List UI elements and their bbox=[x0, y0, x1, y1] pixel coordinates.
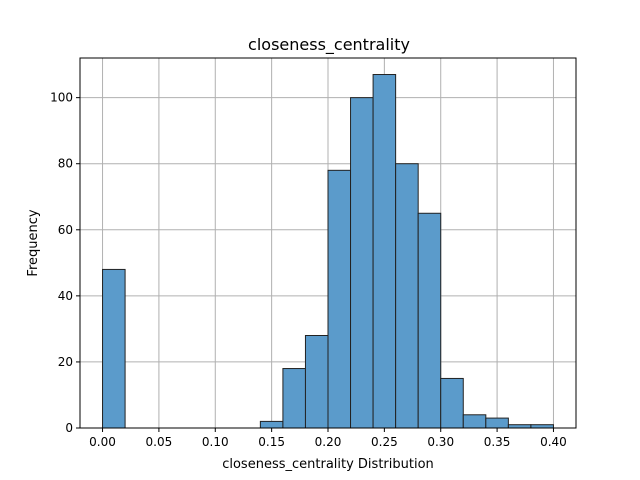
y-tick-label: 80 bbox=[58, 157, 73, 171]
histogram-bar bbox=[440, 377, 464, 429]
histogram-bar bbox=[462, 414, 487, 429]
y-tick-label: 0 bbox=[65, 421, 73, 435]
histogram-bar bbox=[304, 335, 329, 429]
x-tick-label: 0.00 bbox=[89, 435, 116, 449]
x-tick-label: 0.35 bbox=[484, 435, 511, 449]
histogram-bar bbox=[259, 420, 284, 429]
histogram-bar bbox=[485, 417, 509, 429]
bars bbox=[102, 74, 554, 429]
y-tick-label: 60 bbox=[58, 223, 73, 237]
histogram-bar bbox=[327, 169, 352, 429]
histogram-bar bbox=[102, 268, 126, 429]
x-tick-label: 0.05 bbox=[146, 435, 173, 449]
y-axis-label: Frequency bbox=[26, 209, 41, 276]
histogram-bar bbox=[350, 97, 374, 429]
x-tick-label: 0.40 bbox=[540, 435, 567, 449]
y-tick-label: 40 bbox=[58, 289, 73, 303]
histogram-bar bbox=[282, 368, 306, 429]
histogram-bar bbox=[395, 163, 419, 429]
x-axis-label: closeness_centrality Distribution bbox=[222, 457, 434, 472]
x-tick-label: 0.20 bbox=[315, 435, 342, 449]
x-tick-label: 0.10 bbox=[202, 435, 229, 449]
axis-ticks: 0.00 0.05 0.10 0.15 0.20 0.25 0.30 0.35 0.40 0 20 4… bbox=[50, 91, 567, 449]
x-tick-label: 0.25 bbox=[371, 435, 398, 449]
histogram-bar bbox=[417, 212, 442, 429]
histogram-bar bbox=[372, 74, 397, 429]
y-tick-label: 20 bbox=[58, 355, 73, 369]
x-tick-label: 0.30 bbox=[427, 435, 454, 449]
chart-title: closeness_centrality bbox=[248, 35, 410, 55]
x-tick-label: 0.15 bbox=[258, 435, 285, 449]
y-tick-label: 100 bbox=[50, 91, 73, 105]
